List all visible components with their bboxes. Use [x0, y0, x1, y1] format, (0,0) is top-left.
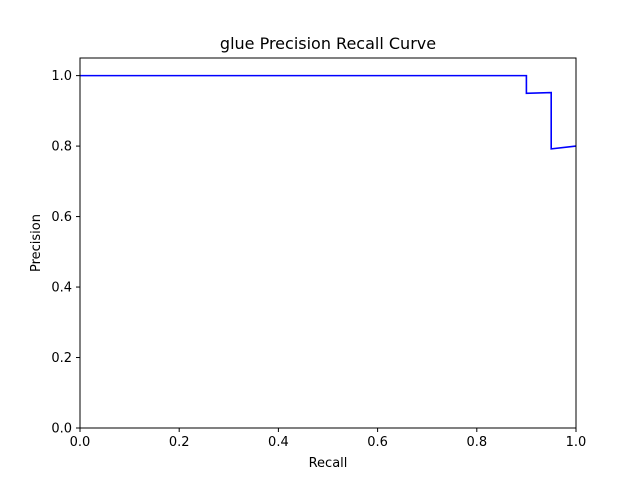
y-axis-ticks: 0.0 0.2 0.4 0.6 0.8 1.0 [51, 69, 80, 437]
x-tick-label: 0.6 [367, 435, 388, 450]
y-tick-label: 0.2 [51, 351, 72, 366]
plot-area [80, 58, 576, 428]
y-tick-label: 0.0 [51, 422, 72, 437]
y-tick-label: 1.0 [51, 69, 72, 84]
precision-recall-line [80, 74, 577, 150]
plot-frame [79, 57, 577, 429]
y-tick-label: 0.4 [51, 281, 72, 296]
y-tick-label: 0.8 [51, 140, 72, 155]
x-tick-label: 0.0 [70, 435, 91, 450]
x-tick-label: 0.4 [268, 435, 289, 450]
y-axis-label: Precision [29, 214, 44, 272]
series-layer [80, 74, 577, 150]
x-tick-label: 1.0 [566, 435, 587, 450]
x-axis-label: Recall [309, 456, 348, 471]
x-tick-label: 0.8 [466, 435, 487, 450]
x-tick-label: 0.2 [169, 435, 190, 450]
chart-title: glue Precision Recall Curve [220, 34, 436, 53]
x-axis-ticks: 0.0 0.2 0.4 0.6 0.8 1.0 [70, 428, 587, 450]
y-tick-label: 0.6 [51, 210, 72, 225]
